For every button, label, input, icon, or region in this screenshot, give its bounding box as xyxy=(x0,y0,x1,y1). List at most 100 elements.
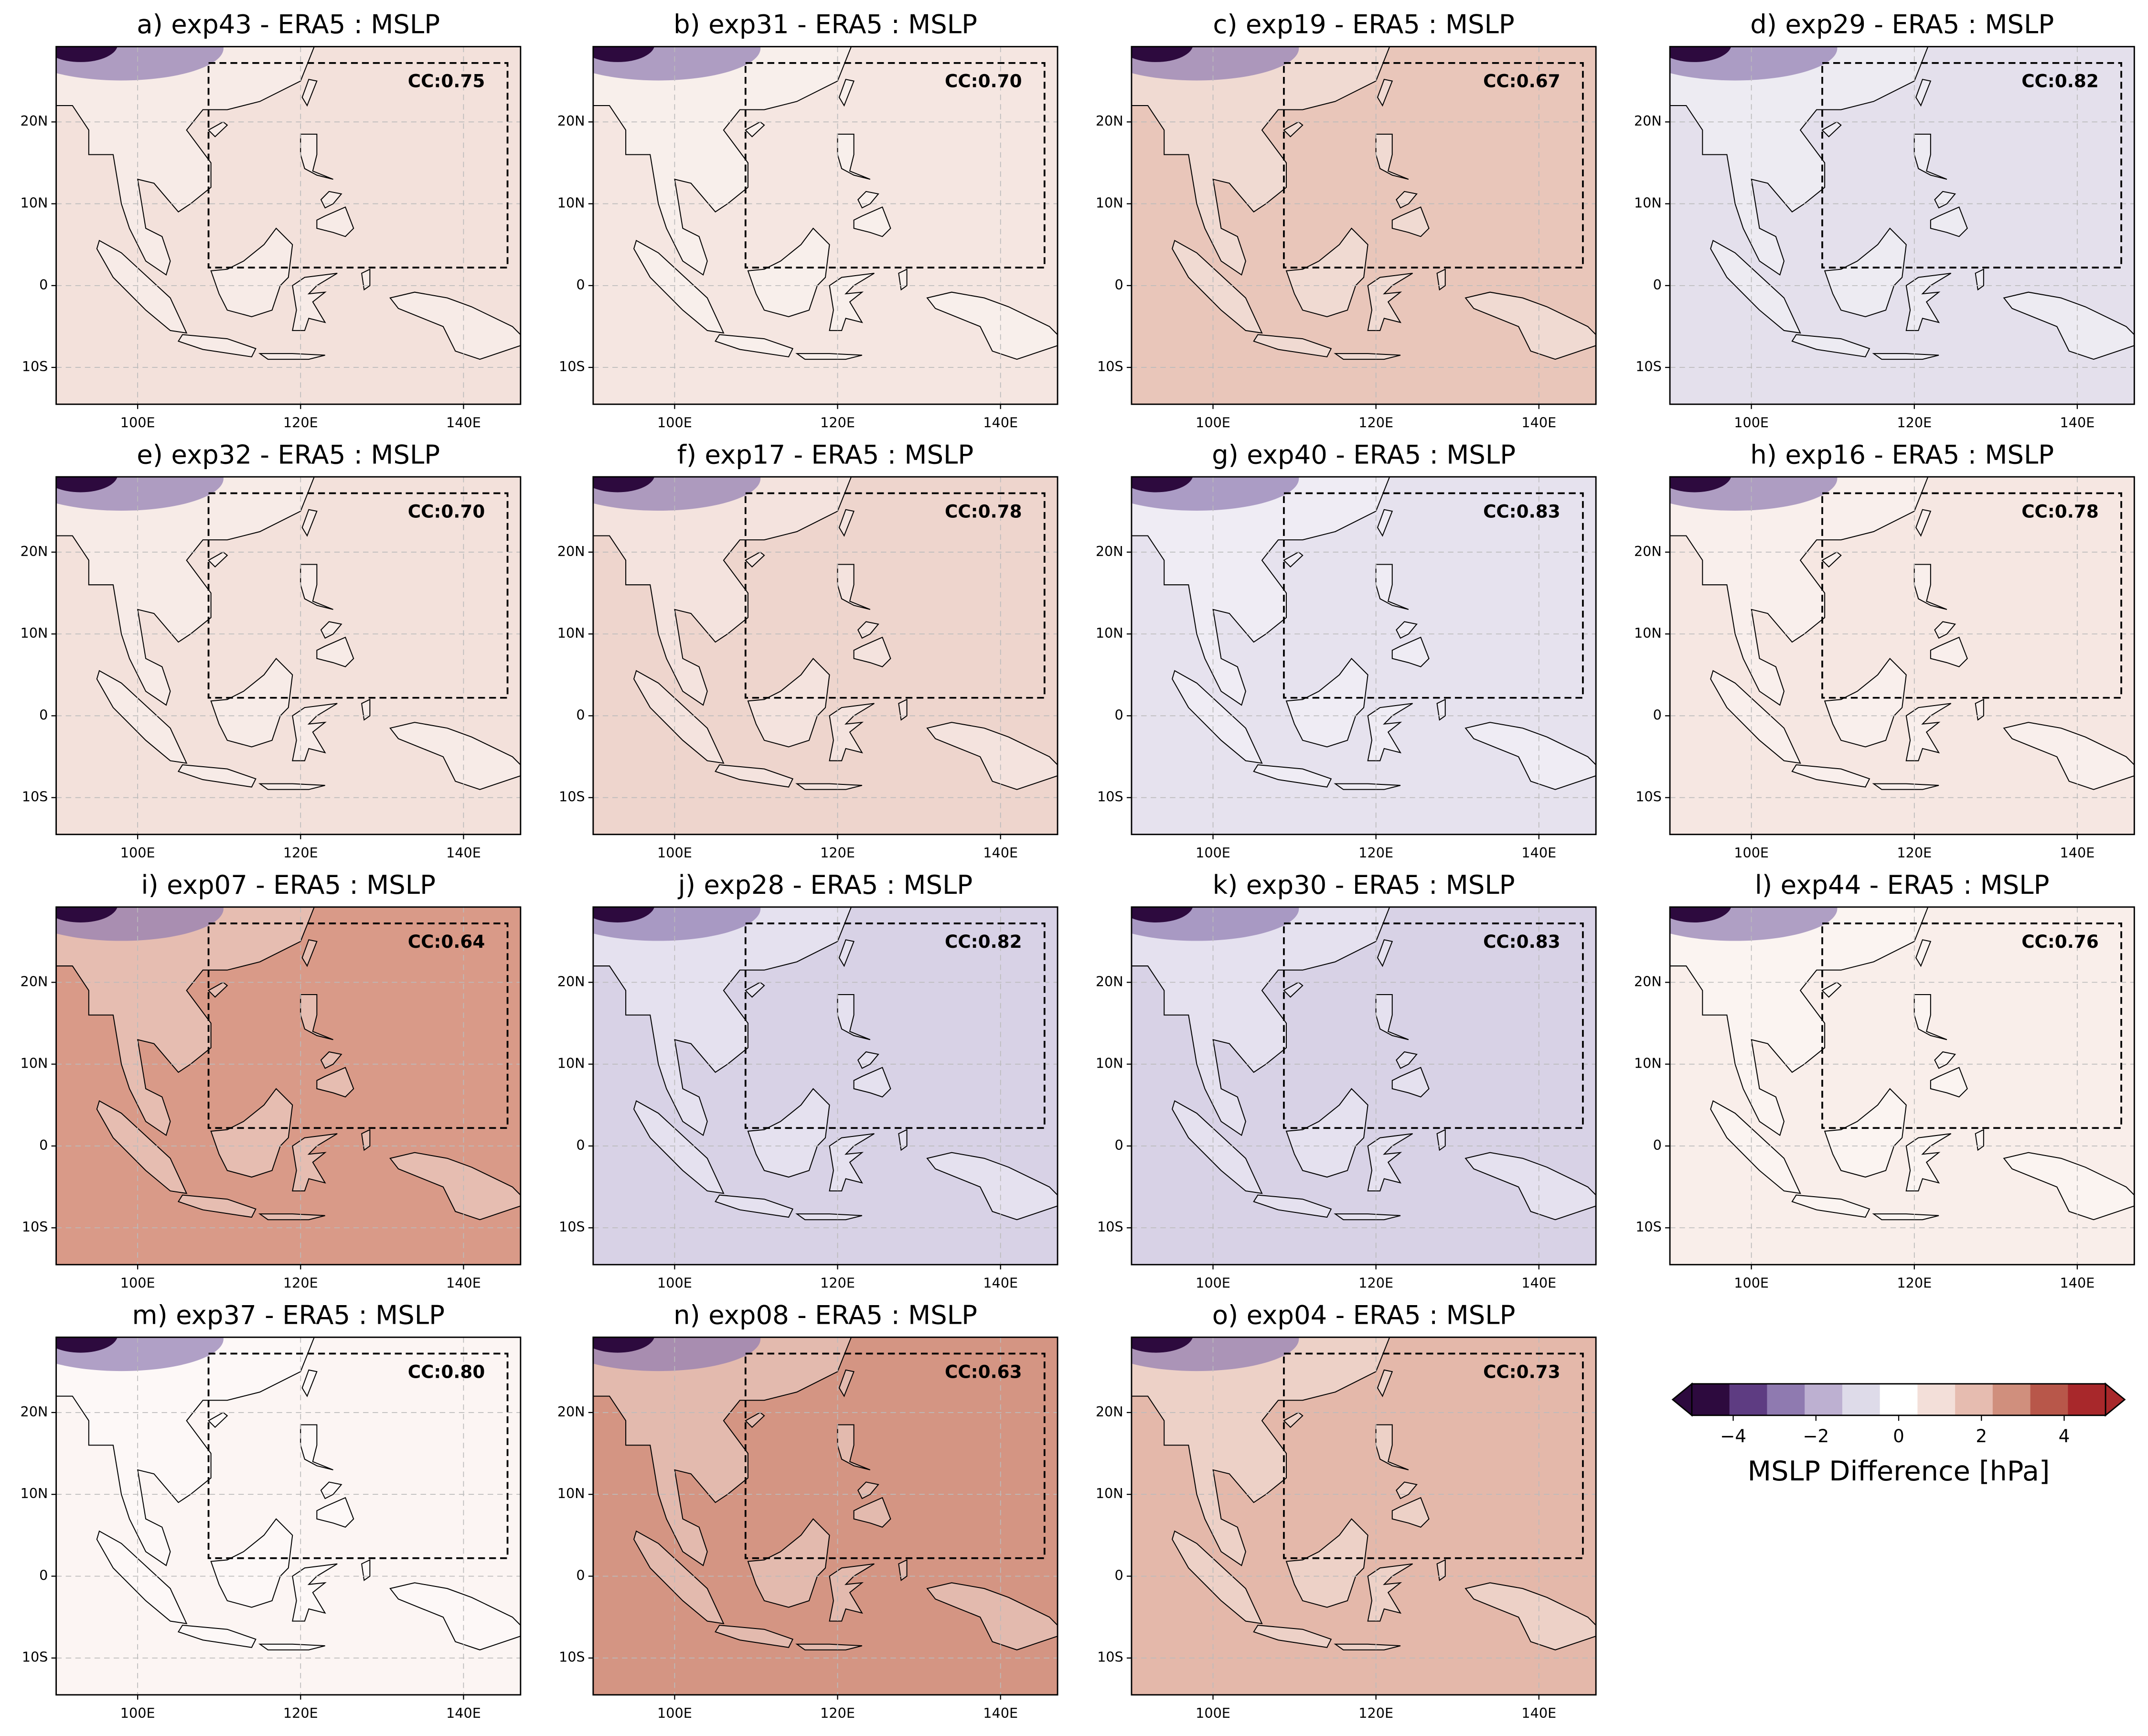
colorbar-extend xyxy=(1671,1382,1693,1417)
y-tick-label: 20N xyxy=(20,1404,48,1420)
map-field xyxy=(56,477,521,835)
x-tick-label: 100E xyxy=(657,1705,692,1721)
land xyxy=(1283,121,1304,138)
land xyxy=(1791,764,1870,788)
x-tick-label: 140E xyxy=(446,845,481,861)
land xyxy=(1436,1129,1446,1151)
focus-box xyxy=(1283,492,1584,699)
land xyxy=(898,1559,908,1581)
land xyxy=(715,1194,794,1218)
land xyxy=(795,353,863,360)
y-tick-label: 10N xyxy=(1096,195,1123,211)
panel-frame xyxy=(55,1336,522,1696)
x-tick-label: 100E xyxy=(1734,1275,1769,1291)
land xyxy=(1367,1563,1413,1622)
land xyxy=(56,477,315,706)
panel-title: h) exp16 - ERA5 : MSLP xyxy=(1750,439,2054,470)
land xyxy=(1464,291,1596,360)
y-tick-label: 20N xyxy=(1634,543,1662,559)
land xyxy=(898,268,908,291)
panel-frame xyxy=(1131,906,1597,1265)
land xyxy=(593,1337,852,1566)
y-tick-label: 10S xyxy=(22,1219,48,1235)
land xyxy=(301,939,318,967)
x-tick-label: 120E xyxy=(1358,845,1393,861)
land xyxy=(837,1424,871,1470)
focus-box xyxy=(744,492,1046,699)
land xyxy=(1436,698,1446,721)
y-tick-label: 10S xyxy=(1097,1649,1123,1665)
x-tick-label: 140E xyxy=(1521,414,1556,430)
land xyxy=(838,509,855,537)
land xyxy=(316,636,354,667)
x-tick-label: 140E xyxy=(983,414,1018,430)
panel-frame xyxy=(55,906,522,1265)
land xyxy=(300,564,333,610)
land xyxy=(2003,291,2135,360)
highland-anomaly xyxy=(56,46,118,62)
map-panel: 100E 120E 140E 10S 0 10N 20N CC:0.78 h) exp16 - … xyxy=(1634,439,2135,861)
land xyxy=(1975,268,1984,291)
anomaly-field xyxy=(1670,46,2135,405)
y-tick-label: 20N xyxy=(20,543,48,559)
x-tick-label: 120E xyxy=(283,1705,318,1721)
land xyxy=(389,1152,521,1221)
y-tick-label: 10N xyxy=(1096,1055,1123,1072)
land xyxy=(1253,1625,1332,1648)
y-tick-label: 10N xyxy=(1096,1485,1123,1501)
colorbar-tick-label: −2 xyxy=(1803,1425,1829,1447)
x-tick-label: 120E xyxy=(283,414,318,430)
panel-frame xyxy=(1131,1336,1597,1696)
y-tick-label: 20N xyxy=(557,973,585,989)
map-field xyxy=(56,907,521,1265)
y-tick-label: 20N xyxy=(1096,973,1123,989)
land xyxy=(1905,1133,1952,1191)
x-tick-label: 120E xyxy=(820,1275,855,1291)
x-tick-label: 120E xyxy=(1358,1705,1393,1721)
land xyxy=(1791,334,1870,358)
x-tick-label: 140E xyxy=(2060,414,2095,430)
land xyxy=(177,1625,256,1648)
anomaly-field xyxy=(1131,1337,1596,1695)
land xyxy=(207,1412,228,1428)
x-tick-label: 100E xyxy=(120,414,155,430)
panel-frame xyxy=(592,1336,1058,1696)
land xyxy=(853,636,891,667)
map-panel: 100E 120E 140E 10S 0 10N 20N CC:0.67 c) exp19 - … xyxy=(1096,9,1597,430)
land xyxy=(1377,939,1393,967)
map-field xyxy=(593,1337,1058,1695)
land xyxy=(1913,133,1947,180)
correlation-label: CC:0.67 xyxy=(1483,71,1560,92)
y-tick-label: 0 xyxy=(1115,707,1123,723)
panel-title: d) exp29 - ERA5 : MSLP xyxy=(1750,9,2054,40)
land xyxy=(210,227,293,317)
land xyxy=(1253,1194,1332,1218)
map-panel: 100E 120E 140E 10S 0 10N 20N CC:0.70 b) exp31 - … xyxy=(557,9,1058,430)
correlation-label: CC:0.82 xyxy=(2021,71,2099,92)
land xyxy=(745,121,765,138)
panel-frame xyxy=(592,46,1058,405)
y-tick-label: 10S xyxy=(1635,789,1662,805)
land xyxy=(715,1625,794,1648)
land xyxy=(292,703,338,761)
map-field xyxy=(1131,907,1596,1265)
focus-box xyxy=(207,1352,509,1559)
y-tick-label: 10S xyxy=(559,1219,585,1235)
focus-box xyxy=(744,922,1046,1129)
land xyxy=(1913,994,1947,1040)
land xyxy=(1872,353,1939,360)
y-tick-label: 10S xyxy=(1097,789,1123,805)
land xyxy=(361,698,371,721)
anomaly-field xyxy=(56,907,521,1265)
correlation-label: CC:0.63 xyxy=(945,1361,1022,1382)
highland-anomaly xyxy=(1670,46,1731,62)
land xyxy=(1821,551,1842,568)
x-tick-label: 120E xyxy=(820,414,855,430)
x-tick-label: 120E xyxy=(1897,414,1932,430)
y-tick-label: 20N xyxy=(557,1404,585,1420)
y-tick-label: 10N xyxy=(557,1055,585,1072)
land xyxy=(300,994,333,1040)
x-tick-label: 100E xyxy=(120,1275,155,1291)
x-tick-label: 120E xyxy=(1897,845,1932,861)
